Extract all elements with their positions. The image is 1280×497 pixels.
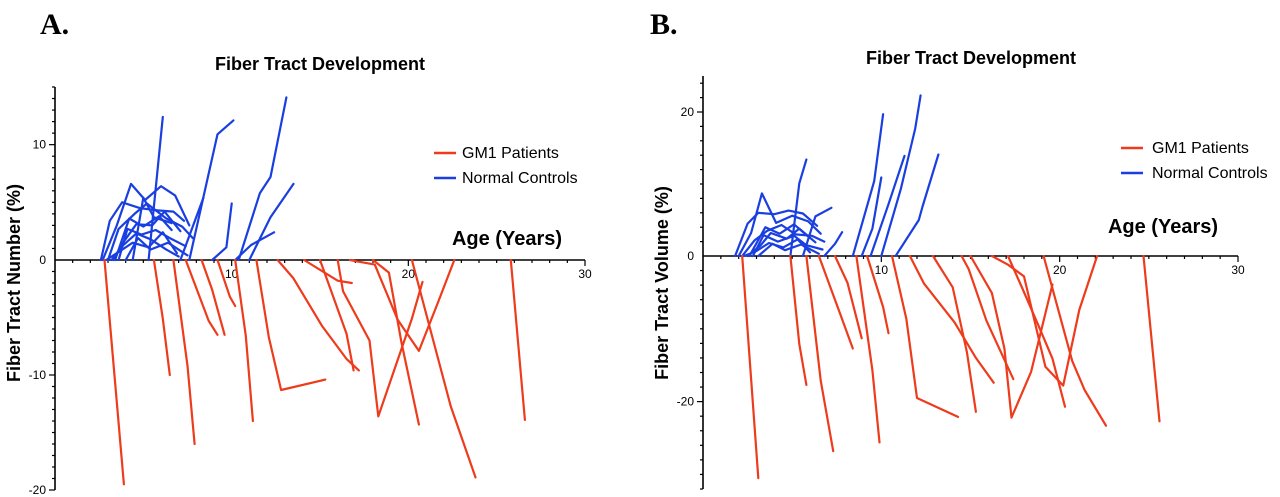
control-line-b-14 (869, 154, 906, 258)
patient-line-b-6 (855, 254, 881, 444)
patient-line-b-3 (805, 254, 835, 453)
x-tick-label-a: 30 (578, 267, 592, 281)
control-line-a-17 (248, 182, 295, 262)
y-tick-label-b: -20 (677, 395, 695, 409)
control-line-a-16 (234, 231, 276, 262)
patient-line-b-16 (1142, 254, 1161, 423)
patient-line-b-11 (960, 254, 1015, 381)
patient-line-b-15 (1042, 254, 1108, 427)
y-tick-label-a: 0 (39, 253, 46, 267)
control-line-b-9 (789, 158, 808, 258)
y-tick-label-a: -10 (29, 368, 47, 382)
x-axis-label-a: Age (Years) (452, 228, 562, 250)
control-line-b-11 (823, 231, 844, 258)
control-line-a-10 (110, 232, 180, 262)
patient-line-a-12 (336, 258, 424, 418)
control-line-a-11 (147, 115, 164, 262)
control-line-b-3 (741, 223, 826, 258)
legend-label-controls-a: Normal Controls (462, 170, 578, 187)
control-line-b-15 (880, 94, 922, 258)
patient-line-a-7 (234, 258, 254, 423)
x-tick-label-b: 30 (1231, 263, 1245, 277)
patient-line-a-9 (276, 258, 360, 372)
patient-line-b-5 (833, 254, 863, 340)
patient-line-b-12 (969, 254, 1054, 419)
patient-line-b-14 (1006, 254, 1067, 408)
chart-title-b: Fiber Tract Development (866, 48, 1076, 68)
x-tick-label-a: 20 (402, 267, 416, 281)
y-tick-label-a: 10 (33, 138, 47, 152)
patient-line-b-13 (990, 254, 1099, 387)
control-line-b-13 (860, 176, 883, 258)
legend-a: GM1 Patients Normal Controls (434, 145, 578, 187)
patient-line-a-10 (303, 258, 353, 285)
control-line-b-8 (748, 223, 810, 258)
patient-line-b-4 (817, 254, 854, 350)
chart-title-a: Fiber Tract Development (215, 54, 425, 74)
patient-line-a-2 (152, 258, 171, 377)
plot-area-b: 10 20 30 -20 0 20 (677, 76, 1245, 490)
control-line-b-2 (737, 192, 822, 258)
control-line-a-14 (211, 202, 233, 262)
control-line-b-1 (733, 209, 819, 258)
patient-line-a-15 (410, 258, 477, 479)
control-line-a-15 (237, 96, 288, 262)
control-line-b-12 (851, 113, 885, 258)
patient-line-b-7 (865, 254, 890, 335)
x-tick-label-b: 10 (875, 263, 889, 277)
patient-line-a-16 (509, 258, 527, 421)
x-tick-label-b: 20 (1053, 263, 1067, 277)
control-line-b-10 (801, 206, 833, 258)
control-line-a-12 (179, 196, 205, 262)
patient-line-b-10 (931, 254, 978, 413)
patient-line-a-3 (172, 258, 196, 446)
y-tick-label-b: 20 (681, 105, 695, 119)
patient-line-a-14 (371, 258, 420, 426)
y-tick-label-b: 0 (687, 249, 694, 263)
x-tick-label-a: 10 (225, 267, 239, 281)
y-axis-label-a: Fiber Tract Number (%) (4, 184, 24, 382)
control-line-a-5 (117, 227, 187, 262)
patient-line-b-2 (789, 254, 808, 386)
legend-label-patients-b: GM1 Patients (1152, 140, 1249, 157)
y-tick-label-a: -20 (29, 483, 47, 497)
control-line-b-7 (757, 242, 821, 258)
patient-line-a-1 (103, 258, 126, 486)
patient-line-a-6 (216, 258, 237, 308)
control-line-b-16 (894, 153, 940, 258)
x-axis-label-b: Age (Years) (1108, 216, 1218, 238)
patient-line-b-9 (908, 254, 995, 384)
plot-area-a: 10 20 30 -20 -10 0 10 (29, 86, 592, 497)
control-line-a-13 (188, 119, 235, 262)
patient-line-a-5 (200, 258, 226, 336)
panel-label-b: B. (650, 8, 678, 41)
patient-line-b-1 (741, 254, 760, 480)
legend-b: GM1 Patients Normal Controls (1121, 140, 1268, 182)
panel-label-a: A. (40, 8, 69, 41)
patient-line-a-8 (255, 258, 327, 392)
control-line-a-9 (131, 196, 173, 262)
control-line-b-5 (751, 234, 824, 258)
patient-line-a-4 (184, 258, 219, 336)
patient-line-a-11 (318, 258, 355, 372)
y-axis-label-b: Fiber Tract Volume (%) (652, 186, 672, 380)
legend-label-patients-a: GM1 Patients (462, 145, 559, 162)
legend-label-controls-b: Normal Controls (1152, 165, 1268, 182)
patient-line-b-8 (890, 254, 960, 418)
